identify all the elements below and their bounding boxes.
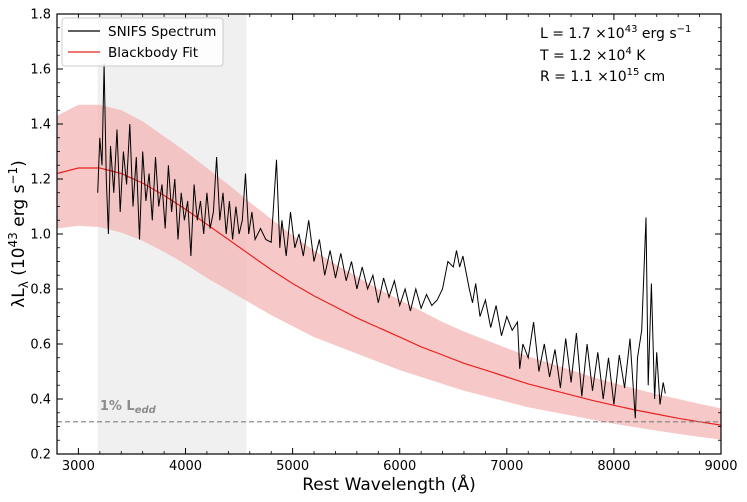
fit-parameters: L = 1.7 ×1043 erg s−1 T = 1.2 ×104 K R =… bbox=[539, 24, 691, 85]
x-axis-title: Rest Wavelength (Å) bbox=[302, 473, 476, 495]
luminosity-annotation: L = 1.7 ×1043 erg s−1 bbox=[540, 24, 691, 42]
x-tick-label: 3000 bbox=[62, 459, 95, 474]
x-tick-label: 9000 bbox=[704, 459, 737, 474]
legend-box bbox=[61, 17, 224, 67]
y-tick-label: 1.8 bbox=[30, 8, 51, 23]
x-tick-label: 6000 bbox=[383, 459, 416, 474]
y-tick-label: 0.8 bbox=[30, 283, 51, 298]
radius-annotation: R = 1.1 ×1015 cm bbox=[540, 67, 665, 85]
y-tick-label: 0.6 bbox=[30, 338, 51, 353]
y-tick-label: 1.6 bbox=[30, 63, 51, 78]
temperature-annotation: T = 1.2 ×104 K bbox=[539, 46, 646, 64]
y-tick-label: 1.2 bbox=[30, 173, 51, 188]
plot-frame bbox=[56, 13, 722, 455]
legend-label-fit: Blackbody Fit bbox=[108, 45, 198, 61]
eddington-label: 1% Ledd bbox=[100, 399, 157, 416]
x-tick-label: 4000 bbox=[169, 459, 202, 474]
legend: SNIFS Spectrum Blackbody Fit bbox=[61, 17, 224, 67]
y-tick-label: 0.2 bbox=[30, 448, 51, 463]
legend-label-spectrum: SNIFS Spectrum bbox=[108, 24, 216, 40]
blackbody-fit-uncertainty-band bbox=[57, 104, 721, 440]
blackbody-fit-line bbox=[57, 167, 721, 426]
y-tick-label: 0.4 bbox=[30, 393, 51, 408]
y-tick-label: 1.0 bbox=[30, 228, 51, 243]
x-tick-label: 5000 bbox=[276, 459, 309, 474]
snifs-spectrum-line bbox=[97, 63, 666, 419]
x-tick-label: 7000 bbox=[490, 459, 523, 474]
x-tick-label: 8000 bbox=[597, 459, 630, 474]
y-tick-label: 1.4 bbox=[30, 118, 51, 133]
y-axis-title: λLλ (1043 erg s−1) bbox=[6, 160, 31, 308]
